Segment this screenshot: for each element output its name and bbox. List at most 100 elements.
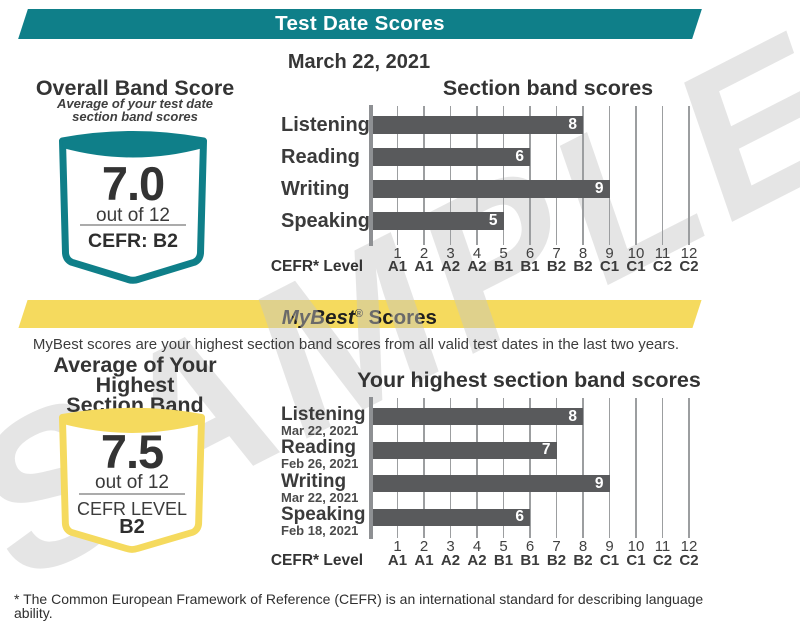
x-tick-number: 7 — [552, 245, 561, 262]
gridline — [582, 106, 584, 245]
chart-bar-value: 6 — [515, 508, 524, 526]
x-tick-number: 12 — [680, 538, 698, 555]
average-cefr-value: B2 — [119, 516, 145, 538]
chart-bar: 5 — [373, 212, 504, 230]
chart-bar-value: 5 — [488, 212, 498, 230]
gridline — [396, 106, 399, 245]
chart-category-label: Reading — [281, 146, 360, 168]
cefr-footnote-line2: ability. — [14, 605, 53, 621]
gridline — [661, 398, 664, 538]
chart-bar-value: 9 — [594, 474, 604, 492]
chart-category-label: Speaking — [281, 504, 366, 525]
x-tick-number: 7 — [552, 538, 561, 555]
x-tick-cefr: C1 — [626, 552, 646, 569]
chart-bar: 8 — [373, 116, 583, 134]
x-tick-cefr: A1 — [414, 258, 434, 275]
x-tick-number: 11 — [654, 245, 671, 262]
x-tick-number: 6 — [525, 538, 535, 555]
chart-title: Section band scores — [442, 76, 654, 100]
x-tick-number: 8 — [578, 538, 588, 555]
x-tick-cefr: C2 — [652, 258, 673, 275]
x-tick-cefr: B1 — [493, 552, 514, 569]
x-tick-cefr: A1 — [387, 258, 408, 275]
chart-bar-value: 8 — [568, 116, 577, 134]
x-tick-number: 11 — [654, 538, 671, 555]
overall-subtitle-line1: Average of your test date — [56, 96, 214, 111]
chart-axis — [368, 397, 373, 539]
overall-cefr: CEFR: B2 — [88, 230, 178, 252]
gridline — [608, 398, 611, 538]
x-tick-cefr: C2 — [652, 552, 673, 569]
chart-bar: 8 — [373, 408, 583, 425]
overall-band-score-title: Overall Band Score — [35, 76, 235, 100]
x-tick-number: 2 — [419, 538, 429, 555]
x-tick-number: 1 — [393, 245, 402, 262]
x-tick-number: 6 — [525, 245, 535, 262]
x-tick-cefr: C1 — [599, 552, 620, 569]
x-tick-cefr: C1 — [599, 258, 620, 275]
chart-category-date: Feb 26, 2021 — [281, 456, 359, 471]
x-tick-cefr: B2 — [546, 552, 567, 569]
x-tick-cefr: B2 — [573, 552, 593, 569]
chart-category-date: Mar 22, 2021 — [281, 489, 359, 505]
x-tick-cefr: C2 — [679, 258, 699, 275]
x-tick-number: 3 — [446, 538, 455, 555]
yellow-shield-icon — [58, 407, 206, 553]
gridline — [688, 398, 690, 538]
gridline — [555, 398, 558, 538]
chart-category-date: Mar 22, 2021 — [281, 422, 359, 438]
badge-divider — [79, 493, 185, 495]
x-tick-cefr: B1 — [520, 258, 540, 275]
chart-bar: 7 — [373, 441, 557, 459]
x-tick-cefr: A1 — [387, 552, 408, 569]
x-tick-number: 9 — [605, 538, 614, 555]
gridline — [476, 106, 478, 245]
badge-divider — [80, 224, 186, 226]
chart-bar-value: 8 — [568, 407, 577, 425]
gridline — [608, 106, 611, 245]
cefr-footnote-line1: * The Common European Framework of Refer… — [14, 591, 704, 607]
x-tick-cefr: B2 — [573, 258, 593, 275]
chart-category-label: Reading — [281, 437, 356, 458]
test-date: March 22, 2021 — [287, 51, 431, 73]
gridline — [449, 398, 452, 538]
x-axis-label: CEFR* Level — [270, 258, 363, 275]
overall-band-score-subtitle: Average of your test date section band s… — [28, 96, 242, 123]
cefr-footnote: * The Common European Framework of Refer… — [14, 592, 744, 620]
x-tick-number: 5 — [499, 538, 508, 555]
gridline — [582, 398, 584, 538]
overall-score-value: 7.0 — [101, 157, 165, 210]
gridline — [502, 106, 505, 245]
x-tick-number: 4 — [472, 245, 482, 262]
chart-bar-value: 9 — [594, 180, 604, 198]
mybest-description: MyBest scores are your highest section b… — [32, 336, 680, 353]
chart-axis — [368, 105, 373, 246]
chart-category-label: Listening — [281, 403, 366, 425]
x-tick-number: 10 — [627, 538, 645, 555]
chart-bar-value: 7 — [541, 441, 551, 459]
x-tick-cefr: B1 — [520, 552, 540, 569]
gridline — [476, 398, 478, 538]
average-highest-badge: 7.5 out of 12 CEFR LEVEL B2 — [57, 404, 207, 553]
average-score-out-of: out of 12 — [95, 472, 169, 493]
x-tick-cefr: B1 — [493, 258, 514, 275]
average-highest-title-line1: Average of Your Highest — [53, 353, 217, 397]
gridline — [529, 398, 531, 538]
average-cefr-label: CEFR LEVEL — [76, 499, 188, 519]
gridline — [555, 106, 558, 245]
gridline — [529, 106, 531, 245]
x-axis-label: CEFR* Level — [270, 552, 363, 569]
chart-bar: 6 — [373, 508, 530, 526]
x-tick-cefr: A2 — [467, 258, 487, 275]
x-tick-number: 9 — [605, 245, 614, 262]
chart-category-label: Listening — [281, 114, 370, 136]
gridline — [635, 398, 637, 538]
gridline — [396, 398, 399, 538]
overall-band-score-badge: 7.0 out of 12 CEFR: B2 — [57, 127, 209, 284]
chart-category-label: Writing — [281, 470, 347, 492]
x-tick-number: 1 — [393, 538, 402, 555]
x-tick-number: 8 — [578, 245, 588, 262]
x-tick-number: 12 — [680, 245, 698, 262]
